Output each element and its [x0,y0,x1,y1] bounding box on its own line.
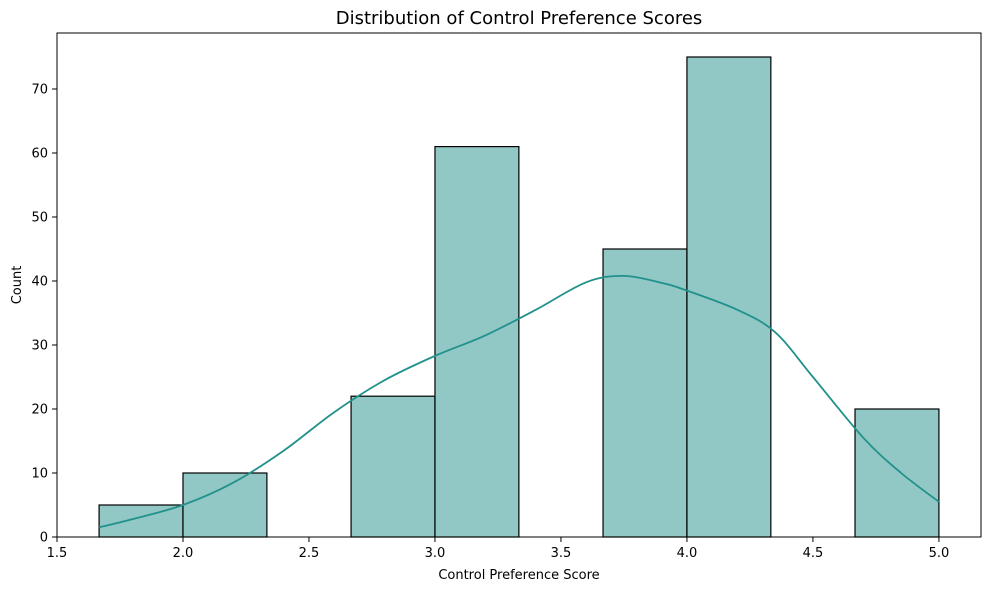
kde-curve [98,274,940,529]
kde-layer [98,274,940,529]
y-tick-label: 20 [31,403,48,418]
histogram-bar-6 [602,248,688,538]
x-axis: 1.5 2.0 2.5 3.0 3.5 4.0 4.5 5.0 [47,537,950,561]
x-tick-label: 3.5 [551,546,572,561]
histogram-bar-9 [854,408,940,538]
histogram-bar-4 [434,146,520,538]
y-tick-label: 40 [31,275,48,290]
x-tick-label: 4.0 [677,546,698,561]
chart-title: Distribution of Control Preference Score… [336,8,703,29]
histogram-bar-7 [686,56,772,538]
plot-frame [56,32,982,538]
x-tick-label: 2.5 [299,546,320,561]
y-tick-label: 50 [31,211,48,226]
y-tick-label: 60 [31,147,48,162]
x-tick-label: 2.0 [173,546,194,561]
y-axis-label: Count [10,266,25,305]
bars-layer [98,56,940,538]
x-axis-label: Control Preference Score [438,568,599,583]
y-tick-label: 10 [31,467,48,482]
x-tick-label: 1.5 [47,546,68,561]
x-tick-label: 3.0 [425,546,446,561]
x-tick-label: 5.0 [929,546,950,561]
y-tick-label: 30 [31,339,48,354]
histogram-bar-1 [182,472,268,538]
histogram-bar-3 [350,395,436,538]
y-axis: 0 10 20 30 40 50 60 70 [31,83,57,546]
y-tick-label: 0 [40,531,48,546]
x-tick-label: 4.5 [803,546,824,561]
y-tick-label: 70 [31,83,48,98]
